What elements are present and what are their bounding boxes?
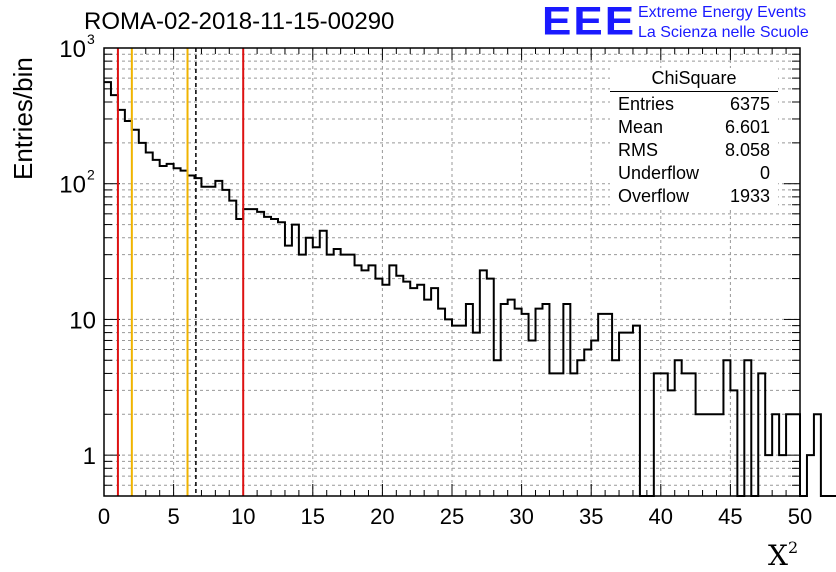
stats-value: 1933 <box>729 186 770 206</box>
axis-minor-ticks <box>103 47 801 496</box>
y-tick-exponent: 3 <box>87 31 95 47</box>
stats-value: 6.601 <box>724 117 770 137</box>
grid-lines <box>104 48 800 496</box>
x-tick-label: 45 <box>718 504 742 529</box>
stats-box: ChiSquare Entries 6375 Mean 6.601 RMS 8.058… <box>610 68 778 209</box>
stats-label: Mean <box>618 117 664 137</box>
y-tick-label: 1 <box>83 443 96 470</box>
stats-row-rms: RMS 8.058 <box>610 140 778 163</box>
x-axis-label: X2 <box>768 538 798 572</box>
plot-frame <box>103 47 801 497</box>
x-tick-label: 5 <box>167 504 179 529</box>
x-tick-label: 25 <box>440 504 464 529</box>
x-tick-label: 0 <box>98 504 110 529</box>
stats-value: 6375 <box>729 94 770 114</box>
x-axis-symbol: X <box>768 539 788 572</box>
stats-row-entries: Entries 6375 <box>610 94 778 117</box>
stats-row-overflow: Overflow 1933 <box>610 186 778 209</box>
y-axis-label: Entries/bin <box>8 57 38 180</box>
x-tick-label: 10 <box>231 504 255 529</box>
eee-logo-mark: EEE <box>542 0 637 44</box>
stats-row-mean: Mean 6.601 <box>610 117 778 140</box>
histogram-series <box>104 81 836 497</box>
logo-subtitle-1: Extreme Energy Events <box>638 4 807 21</box>
x-tick-label: 35 <box>579 504 603 529</box>
stats-label: Overflow <box>618 186 690 206</box>
stats-label: Entries <box>618 94 675 114</box>
y-tick-exponent: 2 <box>87 167 95 183</box>
x-tick-label: 40 <box>649 504 673 529</box>
x-tick-label: 20 <box>370 504 394 529</box>
histogram-title: ROMA-02-2018-11-15-00290 <box>84 8 395 35</box>
stats-title: ChiSquare <box>610 68 778 92</box>
stats-label: RMS <box>618 140 658 160</box>
x-tick-label: 15 <box>301 504 325 529</box>
logo-subtitle-2: La Scienza nelle Scuole <box>638 24 809 41</box>
stats-value: 8.058 <box>724 140 770 160</box>
stats-value: 0 <box>759 163 770 183</box>
x-axis-superscript: 2 <box>787 538 799 557</box>
stats-label: Underflow <box>618 163 700 183</box>
x-tick-label: 50 <box>788 504 812 529</box>
y-tick-label: 10 <box>59 172 86 199</box>
y-tick-label: 10 <box>59 36 86 63</box>
y-tick-label: 10 <box>69 307 96 334</box>
stats-row-underflow: Underflow 0 <box>610 163 778 186</box>
reference-lines <box>116 48 245 496</box>
x-tick-label: 30 <box>509 504 533 529</box>
